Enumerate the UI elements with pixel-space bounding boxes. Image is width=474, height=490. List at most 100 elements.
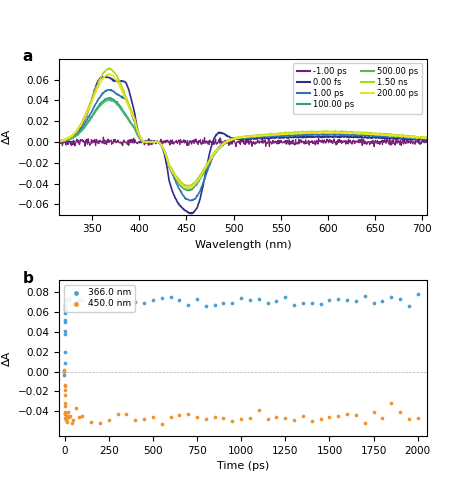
0.00 fs: [102, 74, 108, 80]
450.0 nm: [396, 408, 404, 416]
-1.00 ps: [424, 138, 429, 144]
500.00 ps: [280, 131, 286, 137]
Legend: 366.0 nm, 450.0 nm: 366.0 nm, 450.0 nm: [64, 285, 135, 312]
Line: 100.00 ps: 100.00 ps: [59, 98, 427, 191]
0.00 fs: [336, 134, 342, 140]
450.0 nm: [387, 399, 395, 407]
500.00 ps: [107, 97, 112, 102]
450.0 nm: [273, 413, 280, 421]
100.00 ps: [185, 188, 191, 194]
366.0 nm: [237, 294, 245, 302]
450.0 nm: [61, 402, 69, 410]
450.0 nm: [140, 415, 148, 423]
-1.00 ps: [100, 134, 106, 140]
1.00 ps: [56, 138, 62, 144]
366.0 nm: [61, 310, 69, 318]
450.0 nm: [105, 416, 112, 424]
Line: 0.00 fs: 0.00 fs: [59, 77, 427, 214]
450.0 nm: [62, 414, 69, 421]
450.0 nm: [228, 417, 236, 425]
366.0 nm: [175, 296, 183, 304]
Line: 1.50 ns: 1.50 ns: [59, 68, 427, 186]
450.0 nm: [379, 415, 386, 422]
366.0 nm: [114, 296, 121, 304]
366.0 nm: [273, 296, 280, 304]
500.00 ps: [336, 129, 342, 135]
450.0 nm: [96, 419, 104, 427]
450.0 nm: [361, 419, 369, 427]
366.0 nm: [158, 294, 165, 302]
366.0 nm: [326, 296, 333, 304]
450.0 nm: [211, 413, 219, 420]
450.0 nm: [64, 409, 72, 416]
450.0 nm: [282, 414, 289, 422]
0.00 fs: [292, 134, 297, 140]
450.0 nm: [343, 410, 351, 418]
450.0 nm: [405, 416, 413, 423]
450.0 nm: [61, 382, 68, 390]
450.0 nm: [75, 413, 82, 421]
450.0 nm: [62, 410, 69, 418]
1.00 ps: [292, 133, 297, 139]
366.0 nm: [61, 348, 68, 356]
366.0 nm: [61, 327, 68, 335]
366.0 nm: [246, 296, 254, 304]
1.00 ps: [336, 132, 342, 138]
-1.00 ps: [280, 139, 286, 145]
366.0 nm: [396, 295, 404, 303]
450.0 nm: [326, 413, 333, 421]
366.0 nm: [335, 295, 342, 303]
100.00 ps: [424, 135, 429, 141]
100.00 ps: [336, 129, 342, 135]
366.0 nm: [291, 301, 298, 309]
0.00 fs: [56, 138, 62, 144]
1.00 ps: [79, 125, 85, 131]
366.0 nm: [123, 296, 130, 304]
Line: 500.00 ps: 500.00 ps: [59, 99, 427, 190]
366.0 nm: [61, 367, 68, 375]
100.00 ps: [280, 131, 286, 137]
366.0 nm: [61, 371, 68, 379]
450.0 nm: [65, 414, 73, 421]
450.0 nm: [352, 411, 360, 418]
1.00 ps: [424, 136, 429, 142]
450.0 nm: [61, 414, 69, 421]
450.0 nm: [220, 415, 228, 422]
366.0 nm: [61, 316, 69, 324]
366.0 nm: [167, 294, 174, 301]
366.0 nm: [62, 296, 69, 304]
366.0 nm: [255, 295, 263, 303]
450.0 nm: [167, 413, 174, 420]
366.0 nm: [211, 300, 219, 308]
Legend: -1.00 ps, 0.00 fs, 1.00 ps, 100.00 ps, 500.00 ps, 1.50 ns, 200.00 ps: -1.00 ps, 0.00 fs, 1.00 ps, 100.00 ps, 5…: [293, 63, 422, 114]
366.0 nm: [64, 295, 72, 303]
450.0 nm: [308, 417, 316, 425]
0.00 fs: [280, 135, 286, 141]
366.0 nm: [87, 298, 95, 306]
450.0 nm: [123, 410, 130, 418]
450.0 nm: [61, 368, 68, 376]
450.0 nm: [317, 415, 324, 423]
1.50 ns: [424, 134, 429, 140]
366.0 nm: [61, 318, 69, 326]
450.0 nm: [63, 416, 70, 424]
100.00 ps: [292, 131, 297, 137]
1.50 ns: [106, 65, 112, 71]
100.00 ps: [271, 132, 276, 138]
X-axis label: Time (ps): Time (ps): [217, 462, 269, 471]
Line: 200.00 ps: 200.00 ps: [59, 74, 427, 189]
450.0 nm: [299, 412, 307, 420]
1.50 ns: [280, 130, 286, 136]
366.0 nm: [405, 302, 413, 310]
450.0 nm: [61, 399, 69, 407]
366.0 nm: [149, 296, 156, 304]
1.50 ns: [56, 138, 62, 144]
450.0 nm: [61, 366, 68, 373]
450.0 nm: [149, 413, 156, 421]
500.00 ps: [271, 132, 276, 138]
-1.00 ps: [79, 138, 85, 144]
1.50 ns: [292, 129, 297, 135]
1.00 ps: [188, 197, 193, 203]
450.0 nm: [335, 413, 342, 420]
366.0 nm: [414, 290, 421, 298]
